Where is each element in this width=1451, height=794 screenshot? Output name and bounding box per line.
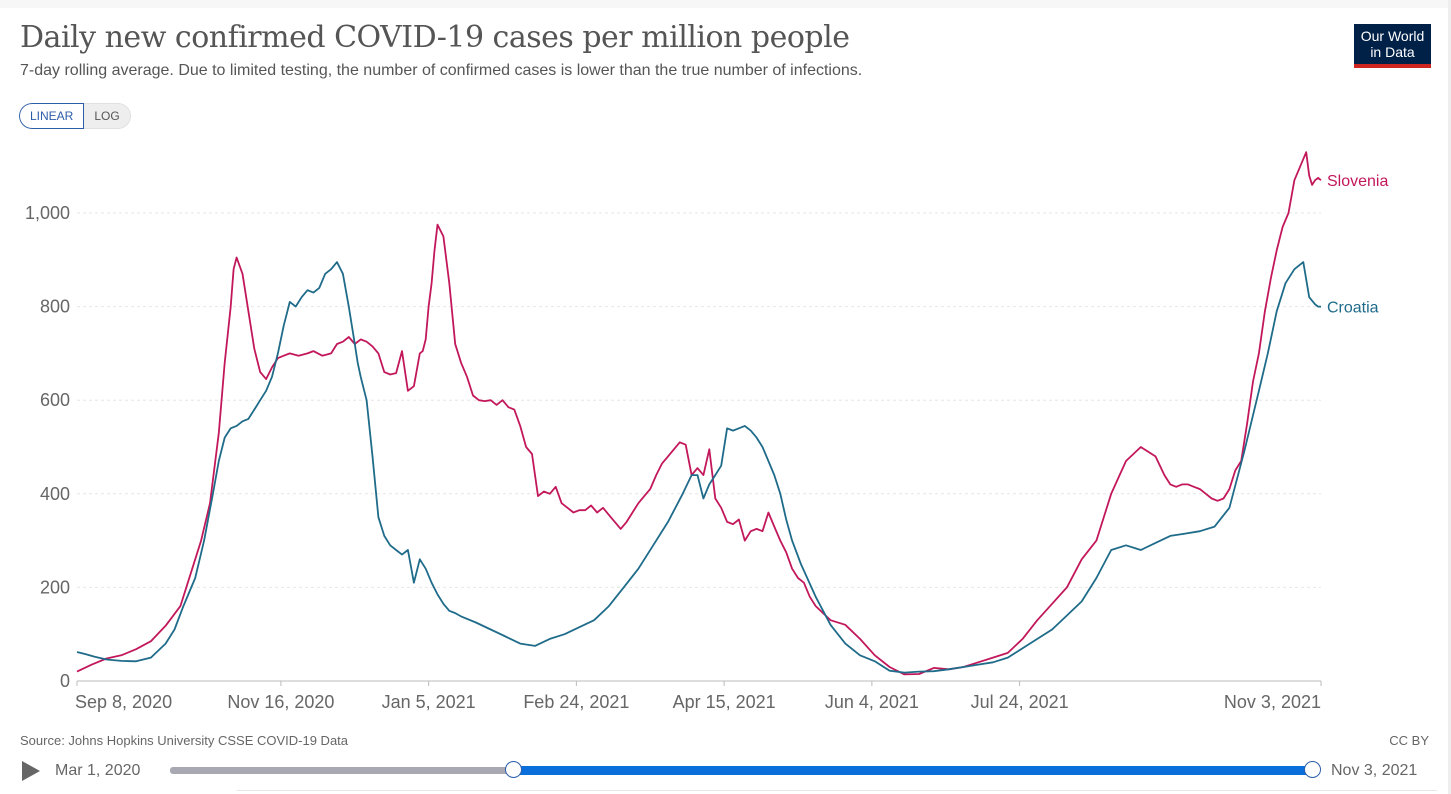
x-tick-label: Jul 24, 2021: [971, 692, 1069, 712]
linear-scale-button[interactable]: LINEAR: [19, 103, 85, 129]
browser-top-strip: [0, 0, 1451, 8]
line-chart: 0 200 400 600 800 1,000 Sep 8, 2020 Nov 16, 20…: [25, 151, 1388, 712]
timeline-start-handle[interactable]: [504, 761, 522, 778]
x-tick-label: Jun 4, 2021: [825, 692, 919, 712]
chart-title: Daily new confirmed COVID-19 cases per m…: [20, 20, 850, 55]
our-world-in-data-logo[interactable]: Our World in Data: [1354, 24, 1431, 68]
y-tick-label: 600: [40, 390, 70, 410]
logo-line-2: in Data: [1370, 44, 1415, 60]
x-axis: Sep 8, 2020 Nov 16, 2020 Jan 5, 2021 Feb 24…: [75, 680, 1322, 712]
y-tick-label: 400: [40, 484, 70, 504]
y-tick-label: 800: [40, 297, 70, 317]
series-line-slovenia[interactable]: [76, 151, 1322, 676]
license-link[interactable]: CC BY: [1389, 733, 1429, 748]
timeline-end-handle[interactable]: [1304, 761, 1321, 778]
x-tick-label: Nov 16, 2020: [227, 692, 334, 712]
y-tick-label: 1,000: [25, 203, 70, 223]
x-tick-label: Sep 8, 2020: [75, 692, 172, 712]
play-icon[interactable]: [22, 761, 40, 781]
series-layer: [76, 151, 1322, 676]
log-scale-button[interactable]: LOG: [84, 103, 131, 129]
x-tick-label: Apr 15, 2021: [673, 692, 776, 712]
source-note[interactable]: Source: Johns Hopkins University CSSE CO…: [20, 733, 349, 748]
divider: [237, 790, 1437, 791]
y-axis: 0 200 400 600 800 1,000: [25, 203, 70, 691]
page-right-edge: [1448, 0, 1451, 794]
y-tick-label: 0: [60, 671, 70, 691]
scale-toggle: LINEAR LOG: [19, 103, 131, 129]
series-label-croatia[interactable]: Croatia: [1327, 300, 1379, 317]
x-tick-label: Nov 3, 2021: [1224, 692, 1321, 712]
grid-layer: [77, 212, 1321, 588]
series-labels: Slovenia Croatia: [1327, 173, 1388, 316]
x-tick-label: Jan 5, 2021: [382, 692, 476, 712]
timeline-end-label: Nov 3, 2021: [1331, 762, 1418, 779]
x-tick-label: Feb 24, 2021: [523, 692, 629, 712]
timeline-start-label: Mar 1, 2020: [55, 762, 141, 779]
y-tick-label: 200: [40, 577, 70, 597]
series-label-slovenia[interactable]: Slovenia: [1327, 173, 1388, 190]
logo-line-1: Our World: [1360, 28, 1425, 44]
series-line-croatia[interactable]: [76, 261, 1321, 674]
chart-subtitle: 7-day rolling average. Due to limited te…: [20, 62, 863, 79]
timeline-selected-range[interactable]: [512, 766, 1312, 775]
